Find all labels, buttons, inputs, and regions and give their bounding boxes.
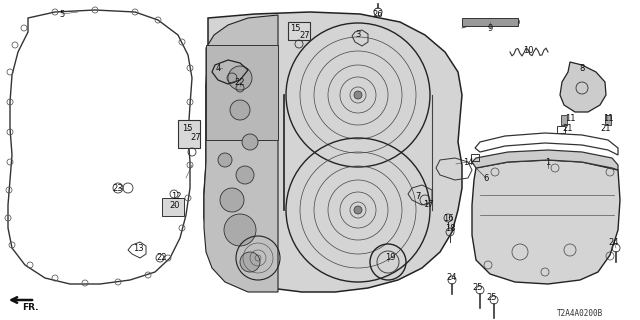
Polygon shape	[472, 150, 618, 170]
Text: 17: 17	[422, 199, 433, 209]
Polygon shape	[204, 12, 462, 292]
Text: 4: 4	[216, 63, 221, 73]
Circle shape	[354, 91, 362, 99]
Bar	[462, 18, 518, 26]
Text: T2A4A0200B: T2A4A0200B	[557, 308, 603, 317]
Text: 9: 9	[488, 23, 493, 33]
Bar	[605, 115, 611, 125]
Text: 24: 24	[609, 237, 620, 246]
Circle shape	[230, 100, 250, 120]
Text: 19: 19	[385, 253, 396, 262]
Text: 18: 18	[445, 223, 455, 233]
Circle shape	[218, 153, 232, 167]
Bar	[561, 115, 567, 125]
Text: 11: 11	[603, 114, 613, 123]
Polygon shape	[204, 15, 278, 292]
Text: 11: 11	[564, 114, 575, 123]
Text: 1: 1	[545, 157, 550, 166]
Text: 16: 16	[443, 213, 453, 222]
Polygon shape	[472, 160, 620, 284]
Text: 26: 26	[372, 10, 383, 19]
Text: 13: 13	[132, 244, 143, 252]
Text: 8: 8	[579, 63, 585, 73]
Text: 27: 27	[300, 30, 310, 39]
Bar	[178, 120, 200, 148]
Circle shape	[220, 188, 244, 212]
Text: 22: 22	[157, 253, 167, 262]
Text: 25: 25	[487, 293, 497, 302]
Text: 24: 24	[447, 274, 457, 283]
Text: 20: 20	[170, 201, 180, 210]
Bar	[471, 154, 479, 161]
Circle shape	[240, 252, 260, 272]
Text: 23: 23	[113, 183, 124, 193]
Text: FR.: FR.	[22, 302, 38, 311]
Text: 27: 27	[191, 132, 202, 141]
Circle shape	[228, 66, 252, 90]
Circle shape	[224, 214, 256, 246]
Text: 21: 21	[601, 124, 611, 132]
Text: 10: 10	[523, 45, 533, 54]
Circle shape	[242, 134, 258, 150]
Text: 5: 5	[60, 10, 65, 19]
Text: 15: 15	[182, 124, 192, 132]
Text: 25: 25	[473, 284, 483, 292]
Text: 14: 14	[463, 157, 473, 166]
Text: 7: 7	[415, 191, 420, 201]
Text: 3: 3	[355, 29, 361, 38]
Bar	[162, 198, 184, 216]
Polygon shape	[560, 62, 606, 112]
Bar	[557, 126, 565, 133]
Text: 6: 6	[483, 173, 489, 182]
Bar	[288, 22, 310, 40]
Text: 22: 22	[235, 77, 245, 86]
Text: 12: 12	[171, 191, 181, 201]
Text: 15: 15	[290, 23, 300, 33]
Text: 21: 21	[563, 124, 573, 132]
Polygon shape	[206, 45, 278, 140]
Circle shape	[236, 166, 254, 184]
Circle shape	[354, 206, 362, 214]
